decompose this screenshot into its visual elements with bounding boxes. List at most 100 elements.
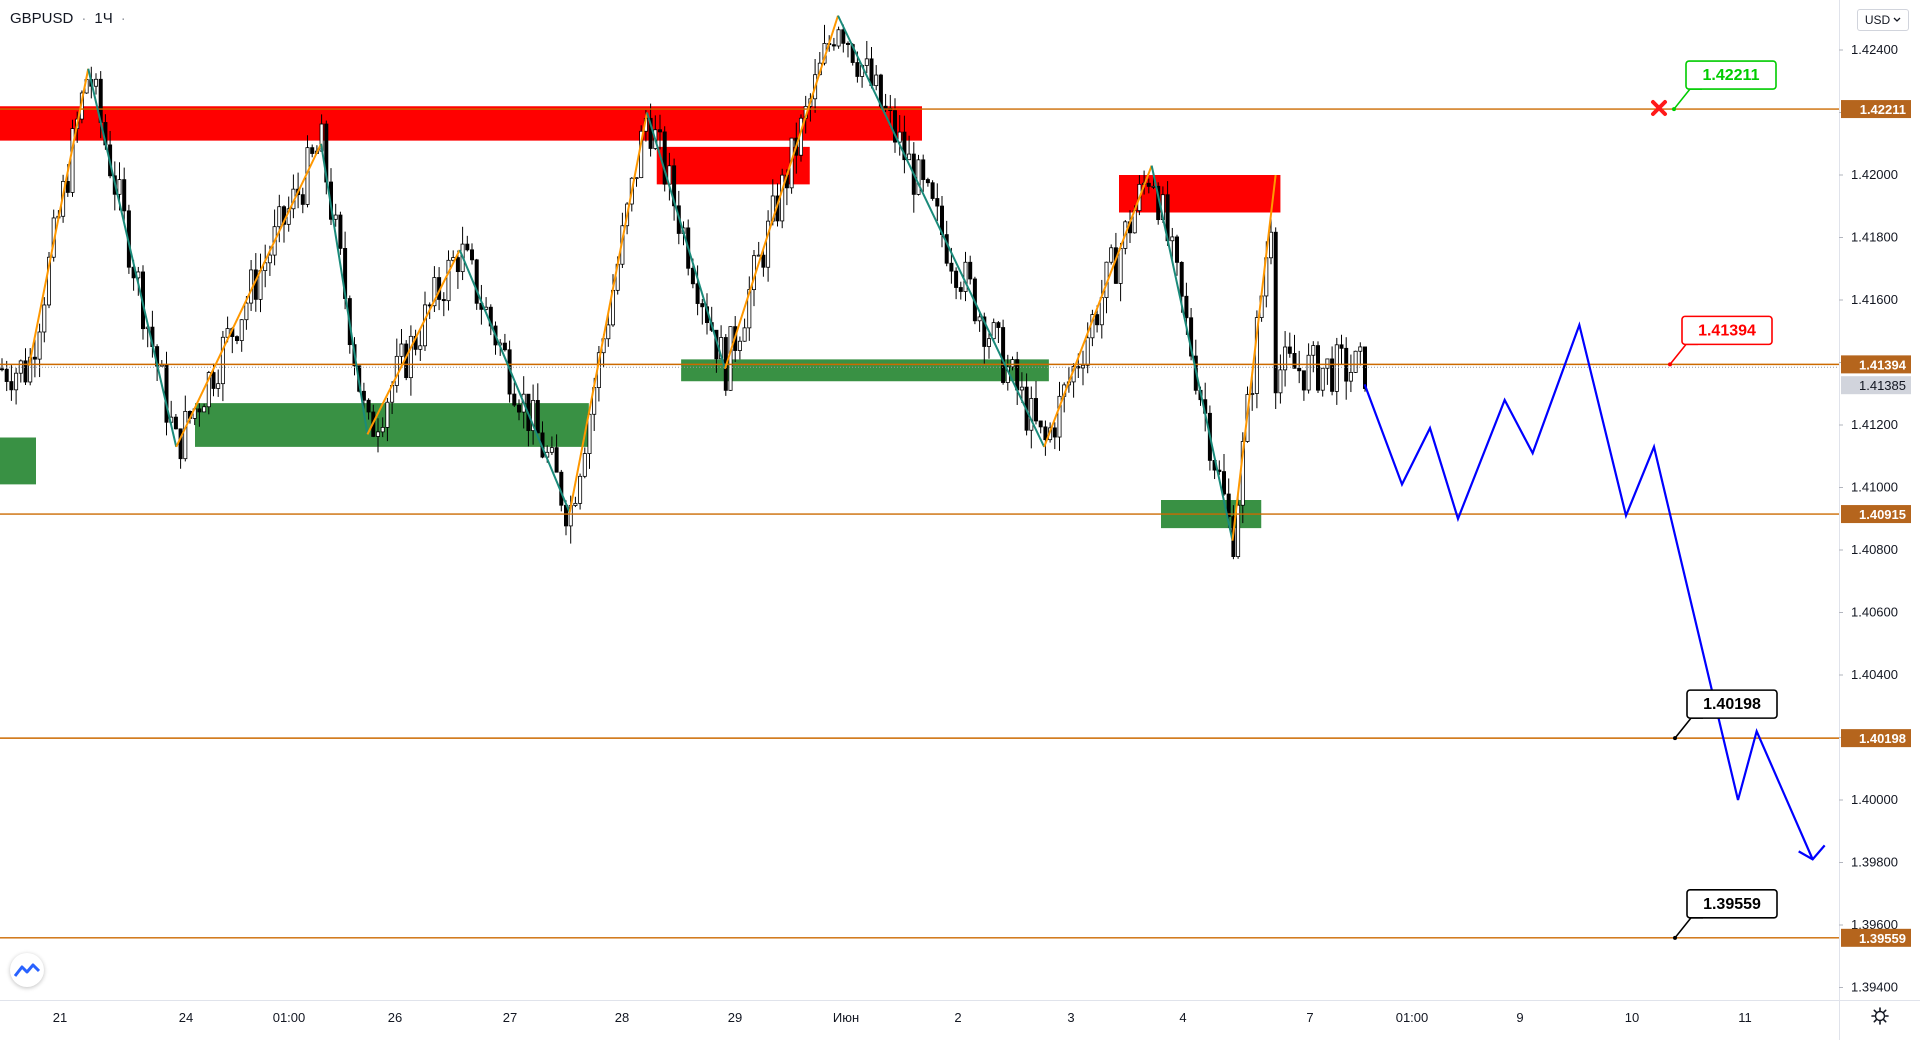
candle-body: [234, 336, 239, 341]
resistance-zone: [0, 106, 922, 141]
candle-body: [474, 259, 479, 304]
separator-dot: ·: [120, 10, 126, 27]
candle-body: [916, 159, 921, 195]
candle-body: [954, 270, 959, 288]
candle-body: [399, 343, 404, 357]
candle-body: [695, 283, 700, 304]
callout-text: 1.40198: [1703, 696, 1761, 713]
candle-body: [1001, 327, 1006, 383]
zigzag-up-segment: [28, 68, 90, 366]
candle-body: [502, 342, 507, 351]
candle-body: [700, 303, 705, 308]
resistance-zone: [656, 146, 810, 185]
candle-body: [573, 502, 578, 506]
candle-body: [1076, 366, 1081, 369]
gear-icon[interactable]: [1870, 1006, 1890, 1026]
price-tick-label: 1.40400: [1851, 667, 1898, 682]
candle-body: [949, 262, 954, 272]
candle-body: [32, 356, 37, 360]
candle-body: [380, 427, 385, 433]
zigzag-layer: [28, 15, 1277, 541]
candle-body: [1297, 367, 1302, 372]
candle-body: [0, 368, 4, 371]
callout-anchor: [1672, 107, 1676, 112]
candle-body: [1334, 344, 1339, 392]
price-tick-label: 1.41200: [1851, 417, 1898, 432]
forecast-path: [1363, 321, 1814, 860]
candle-body: [1010, 359, 1015, 368]
candle-body: [1175, 236, 1180, 263]
candle-body: [1339, 344, 1344, 349]
zigzag-down-segment: [1150, 165, 1234, 541]
level-price-badge: [1841, 100, 1911, 119]
candle-body: [281, 206, 286, 225]
wave-icon: [14, 963, 40, 977]
candle-body: [1348, 371, 1353, 382]
zigzag-up-segment: [366, 249, 461, 435]
tradingview-logo-icon[interactable]: [10, 953, 44, 987]
price-callout[interactable]: 1.42211: [1672, 60, 1777, 112]
candle-body: [1179, 261, 1184, 297]
price-callout[interactable]: 1.39559: [1673, 889, 1778, 940]
callout-box: [1681, 315, 1773, 346]
zigzag-down-segment: [837, 15, 1046, 448]
candle-body: [897, 131, 902, 143]
candle-body: [4, 368, 9, 382]
time-tick-label: 26: [388, 1010, 402, 1025]
candle-body: [441, 299, 446, 302]
price-callout[interactable]: 1.40198: [1673, 689, 1778, 741]
candle-body: [18, 360, 23, 374]
level-price-badge-text: 1.40198: [1859, 731, 1906, 746]
candle-body: [1034, 398, 1039, 422]
candle-body: [333, 214, 338, 220]
time-axis[interactable]: 21 24 01:00 26 27 28 29 Июн 2 3 4 7 01:00 9 10 11: [53, 1010, 1752, 1025]
candle-body: [117, 179, 122, 195]
candle-body: [531, 400, 536, 431]
levels-layer: [0, 108, 1839, 939]
candle-body: [47, 256, 52, 306]
interval-label[interactable]: 1Ч: [94, 10, 113, 27]
symbol-header[interactable]: GBPUSD · 1Ч ·: [10, 10, 126, 27]
candle-body: [14, 372, 19, 391]
currency-dropdown[interactable]: USD: [1857, 9, 1909, 31]
time-tick-label: 3: [1067, 1010, 1074, 1025]
candle-body: [1269, 231, 1274, 259]
candle-body: [300, 194, 305, 205]
candle-body: [183, 410, 188, 460]
chart-plot-area[interactable]: [0, 0, 1839, 1000]
candle-body: [535, 400, 540, 434]
candle-body: [549, 447, 554, 453]
candle-body: [37, 331, 42, 360]
level-price-badge-text: 1.42211: [1860, 102, 1906, 117]
candle-body: [1151, 185, 1156, 188]
price-axis[interactable]: 1.424001.422001.420001.418001.416001.414…: [1839, 42, 1898, 995]
candle-body: [173, 416, 178, 430]
candle-body: [244, 302, 249, 321]
candle-body: [982, 316, 987, 347]
candle-body: [582, 453, 587, 477]
candle-body: [1146, 182, 1151, 187]
red-x-icon: [1651, 100, 1667, 116]
candle-body: [1095, 314, 1100, 326]
level-price-badge-text: 1.41394: [1859, 357, 1907, 372]
candle-body: [432, 277, 437, 307]
candle-body: [977, 316, 982, 322]
candle-body: [1118, 247, 1123, 284]
candle-body: [1038, 420, 1043, 428]
forecast-layer: [1363, 321, 1826, 861]
candle-body: [94, 78, 99, 87]
price-tick-label: 1.39600: [1851, 917, 1898, 932]
candle-body: [1057, 395, 1062, 438]
callout-anchor: [1668, 362, 1672, 367]
symbol-name[interactable]: GBPUSD: [10, 10, 74, 27]
level-price-badge: [1841, 928, 1911, 947]
level-price-badge-text: 1.40915: [1859, 507, 1906, 522]
time-tick-label: 7: [1306, 1010, 1313, 1025]
time-tick-label: 10: [1625, 1010, 1639, 1025]
candle-body: [422, 304, 427, 347]
candle-body: [991, 322, 996, 340]
price-callout[interactable]: 1.41394: [1668, 315, 1773, 367]
candle-body: [455, 257, 460, 273]
candle-body: [958, 287, 963, 292]
